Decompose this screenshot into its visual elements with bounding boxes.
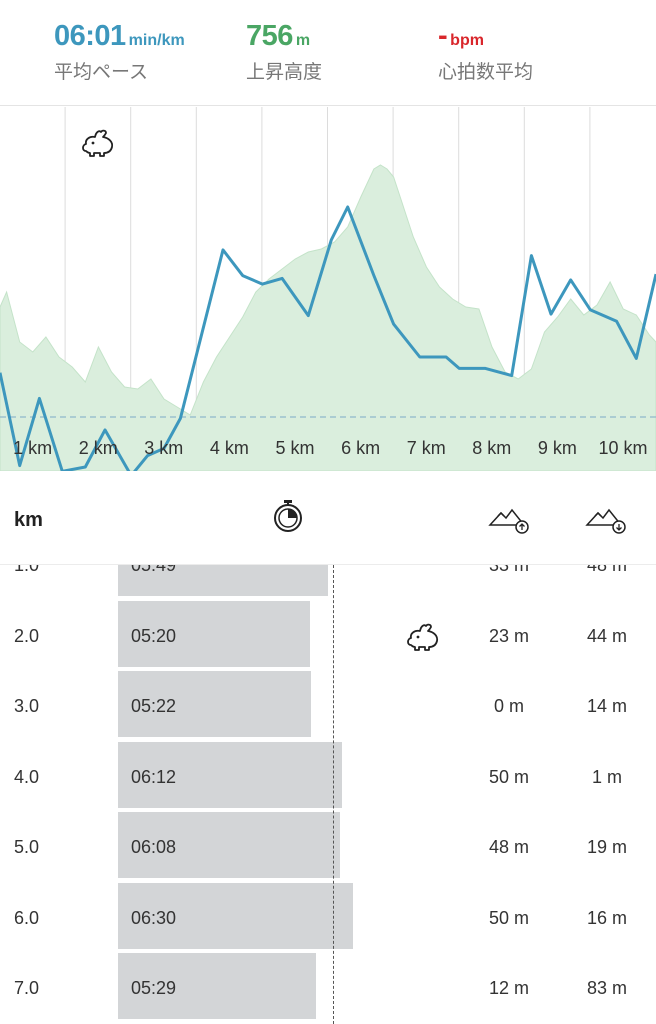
mountain-down-icon	[584, 503, 628, 540]
split-ascent: 50 m	[488, 907, 530, 928]
split-row[interactable]: 5.0 06:08 48 m 19 m	[0, 812, 656, 882]
x-tick-label: 8 km	[472, 438, 511, 458]
x-tick-label: 5 km	[275, 438, 314, 458]
split-ascent: 0 m	[493, 696, 524, 716]
avg-pace-value: 06:01	[54, 20, 126, 52]
stopwatch-icon	[272, 499, 304, 538]
split-pace: 05:29	[131, 978, 177, 998]
splits-table: km 7.	[0, 471, 656, 1024]
split-descent: 1 m	[591, 766, 622, 787]
split-pace: 06:30	[131, 907, 177, 928]
split-km: 1.0	[14, 565, 40, 575]
split-ascent: 33 m	[488, 565, 530, 575]
stats-header: 06:01 min/km 平均ペース 756 m 上昇高度 - bpm 心拍数平均	[0, 0, 656, 106]
x-tick-label: 1 km	[13, 438, 52, 458]
pace-bar	[118, 953, 316, 1019]
avg-heart-rate-value: -	[438, 20, 448, 52]
split-row[interactable]: 2.0 05:20 23 m 44 m	[0, 600, 656, 671]
km-column-header: km	[14, 509, 43, 531]
avg-pace-unit: min/km	[128, 32, 185, 49]
avg-pace-stat: 06:01 min/km 平均ペース	[54, 20, 185, 84]
rabbit-icon	[82, 129, 114, 157]
split-ascent: 12 m	[488, 978, 530, 998]
chart-canvas: 1 km 2 km 3 km 4 km 5 km 6 km 7 km 8 km 9 km 10 k…	[0, 107, 656, 471]
split-km: 5.0	[14, 837, 40, 857]
split-row[interactable]: 1.0 05:49 33 m 48 m	[0, 565, 656, 600]
split-descent: 48 m	[586, 565, 628, 575]
elevation-gain-stat: 756 m 上昇高度	[246, 20, 322, 84]
split-row[interactable]: 3.0 05:22 0 m 14 m	[0, 671, 656, 741]
elevation-gain-value: 756	[246, 20, 293, 52]
pace-bar	[118, 741, 342, 808]
average-pace-line	[333, 565, 334, 1024]
x-tick-label: 7 km	[407, 438, 446, 458]
pace-bar	[118, 812, 340, 878]
split-descent: 16 m	[586, 907, 628, 928]
table-header: km	[0, 471, 656, 565]
split-pace: 05:49	[131, 565, 177, 575]
avg-heart-rate-stat: - bpm 心拍数平均	[438, 20, 533, 84]
split-row[interactable]: 6.0 06:30 50 m 16 m	[0, 882, 656, 953]
split-descent: 19 m	[586, 837, 628, 857]
split-descent: 14 m	[586, 696, 628, 716]
x-tick-label: 6 km	[341, 438, 380, 458]
split-descent: 83 m	[586, 978, 628, 998]
x-tick-label: 9 km	[538, 438, 577, 458]
split-km: 7.0	[14, 978, 40, 998]
split-km: 3.0	[14, 696, 40, 716]
split-ascent: 50 m	[488, 766, 530, 787]
split-descent: 44 m	[586, 625, 628, 646]
elevation-area	[0, 164, 656, 471]
pace-elevation-chart[interactable]: 1 km 2 km 3 km 4 km 5 km 6 km 7 km 8 km 9 km 10 k…	[0, 107, 656, 471]
split-row[interactable]: 7.0 05:29 12 m 83 m	[0, 953, 656, 1023]
pace-bar	[118, 671, 311, 737]
avg-pace-label: 平均ペース	[54, 61, 149, 83]
split-km: 6.0	[14, 907, 40, 928]
pace-bar	[118, 600, 310, 667]
rabbit-icon	[405, 623, 441, 658]
split-km: 4.0	[14, 766, 40, 787]
elevation-gain-unit: m	[295, 32, 311, 49]
split-ascent: 23 m	[488, 625, 530, 646]
split-pace: 05:22	[131, 696, 177, 716]
x-tick-label: 10 km	[598, 438, 647, 458]
mountain-up-icon	[487, 503, 531, 540]
split-pace: 05:20	[131, 625, 177, 646]
split-ascent: 48 m	[488, 837, 530, 857]
split-pace: 06:08	[131, 837, 177, 857]
avg-heart-rate-unit: bpm	[450, 32, 484, 49]
x-tick-label: 3 km	[144, 438, 183, 458]
pace-bar	[118, 882, 353, 949]
elevation-gain-label: 上昇高度	[246, 61, 323, 83]
pace-bar	[118, 565, 328, 596]
split-row[interactable]: 4.0 06:12 50 m 1 m	[0, 741, 656, 812]
split-km: 2.0	[14, 625, 40, 646]
splits-rows[interactable]: 7.0 05:29 12 m 83 m 6.0 06:30 50 m 16 m 5.0 06:08…	[0, 565, 656, 1024]
pace-line	[0, 205, 656, 471]
x-tick-label: 4 km	[210, 438, 249, 458]
avg-heart-rate-label: 心拍数平均	[438, 61, 534, 83]
x-tick-label: 2 km	[79, 438, 118, 458]
split-pace: 06:12	[131, 766, 177, 787]
